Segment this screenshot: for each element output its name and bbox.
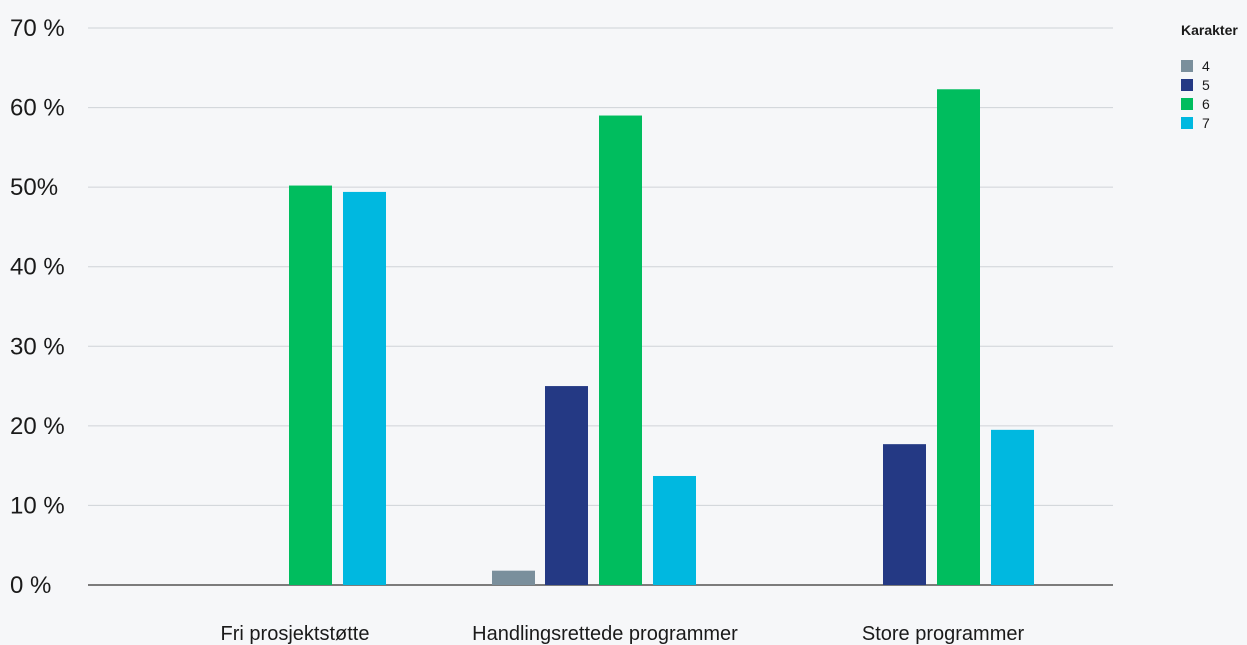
bar-6-2 bbox=[937, 89, 980, 586]
y-tick-label: 70 % bbox=[10, 15, 65, 42]
x-category-label: Handlingsrettede programmer bbox=[472, 623, 738, 645]
legend-label: 7 bbox=[1202, 114, 1210, 131]
legend-items: 4 5 6 7 bbox=[1181, 56, 1238, 132]
legend-label: 4 bbox=[1202, 57, 1210, 74]
legend-swatch bbox=[1181, 59, 1193, 72]
x-category-label: Fri prosjektstøtte bbox=[221, 623, 370, 645]
legend-label: 5 bbox=[1202, 76, 1210, 93]
legend-swatch bbox=[1181, 116, 1193, 129]
legend: Karakter 4 5 6 7 bbox=[1181, 22, 1238, 132]
bars bbox=[289, 89, 1034, 586]
y-tick-label: 60 % bbox=[10, 95, 65, 122]
bar-6-1 bbox=[599, 115, 642, 586]
axis-labels: 0 % 10 % 20 % 30 % 40 % 50% 60 % 70 % Fri prosje… bbox=[10, 15, 1024, 645]
legend-title: Karakter bbox=[1181, 22, 1238, 38]
bar-6-0 bbox=[289, 185, 332, 585]
y-tick-label: 40 % bbox=[10, 254, 65, 281]
y-tick-label: 30 % bbox=[10, 333, 65, 360]
x-category-label: Store programmer bbox=[862, 623, 1025, 645]
legend-swatch bbox=[1181, 97, 1193, 110]
legend-item: 4 bbox=[1181, 56, 1238, 75]
bar-7-2 bbox=[991, 429, 1034, 585]
y-tick-label: 10 % bbox=[10, 492, 65, 519]
legend-item: 7 bbox=[1181, 113, 1238, 132]
bar-5-1 bbox=[545, 386, 588, 585]
y-tick-label: 50% bbox=[10, 174, 58, 201]
y-tick-label: 20 % bbox=[10, 413, 65, 440]
bar-7-1 bbox=[653, 475, 696, 585]
legend-label: 6 bbox=[1202, 95, 1210, 112]
bar-5-2 bbox=[883, 444, 926, 585]
bar-7-0 bbox=[343, 191, 386, 585]
legend-item: 6 bbox=[1181, 94, 1238, 113]
legend-item: 5 bbox=[1181, 75, 1238, 94]
legend-swatch bbox=[1181, 78, 1193, 91]
y-tick-label: 0 % bbox=[10, 572, 51, 599]
bar-4-1 bbox=[492, 570, 535, 585]
